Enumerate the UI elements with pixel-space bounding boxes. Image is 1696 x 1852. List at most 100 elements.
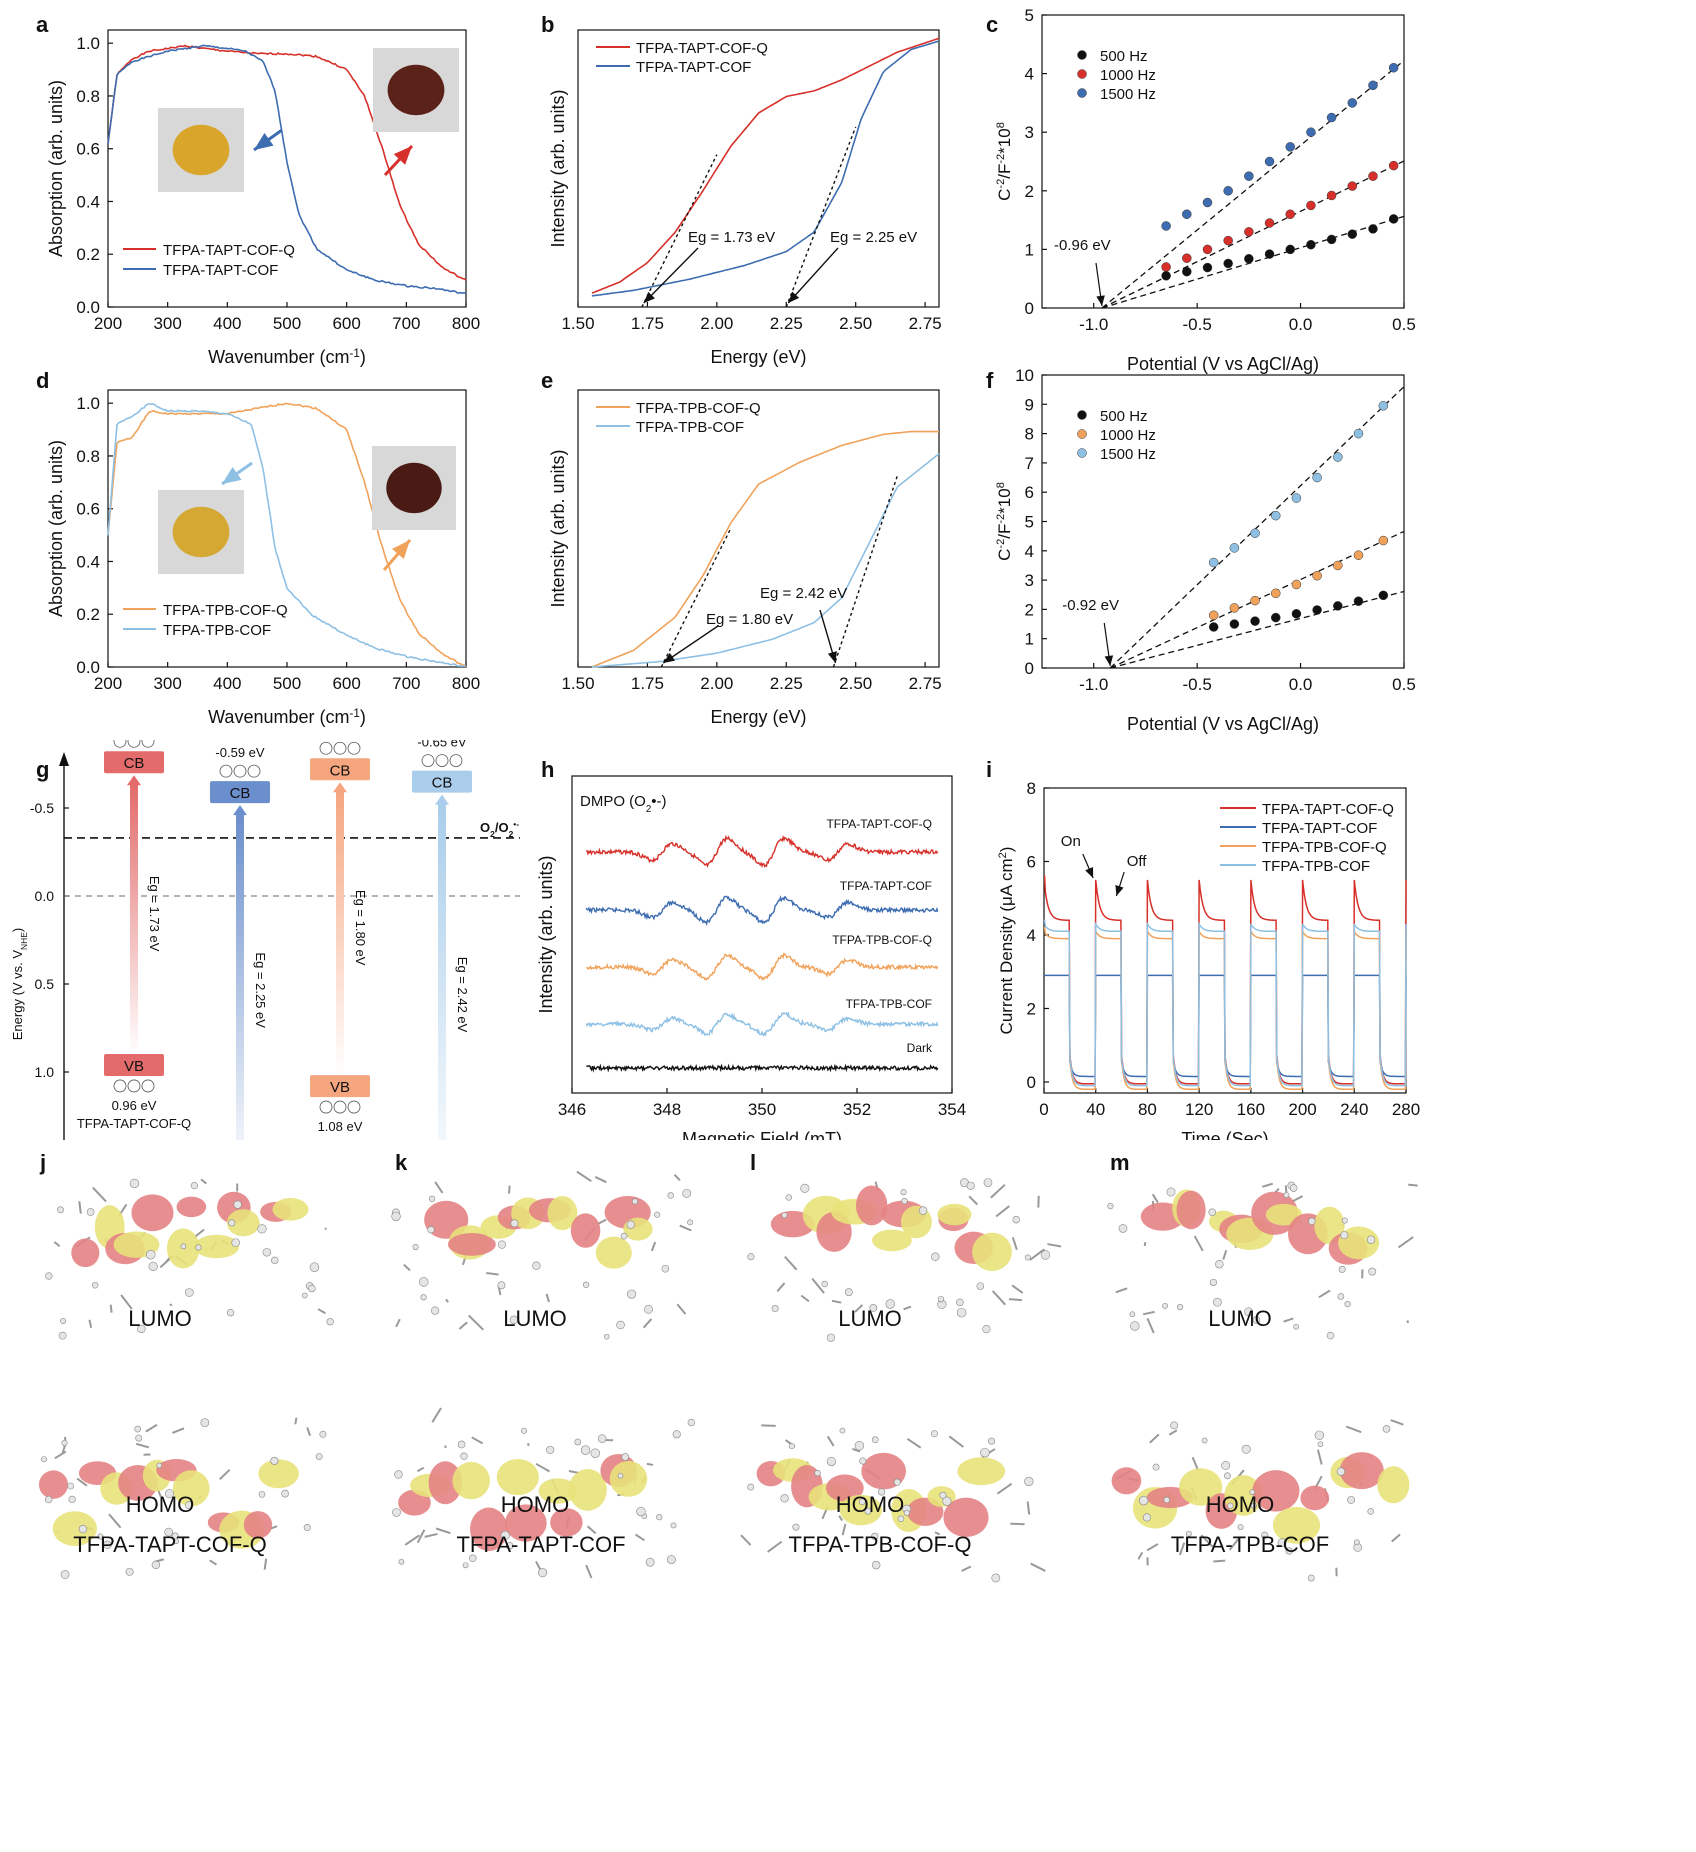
orbital-lobe: [452, 1461, 490, 1500]
bond: [169, 1303, 173, 1307]
atom: [68, 1495, 76, 1504]
y-tick-label: 4: [1025, 65, 1034, 84]
eg-arrow: [643, 247, 699, 304]
bond: [1143, 1242, 1147, 1247]
excitation-arrowhead: [127, 775, 141, 786]
atom: [185, 1501, 193, 1510]
orbital-lobe: [943, 1497, 989, 1538]
orbital-lobe: [71, 1238, 100, 1268]
atom: [1221, 1461, 1231, 1470]
atom: [281, 1489, 289, 1498]
atom: [885, 1299, 895, 1309]
bond: [78, 1201, 82, 1214]
x-tick-label: 200: [1288, 1100, 1316, 1119]
panel-f-chart: -1.0 -0.5 0.0 0.5 0 1 2 3 4 5 6 7 8 9 10 Potential (V v…: [995, 366, 1416, 734]
atom: [258, 1491, 266, 1498]
y-axis-label: Intensity (arb. units): [548, 449, 568, 607]
legend-label: TFPA-TPB-COF-Q: [636, 400, 761, 417]
orbital-lobe: [447, 1232, 496, 1256]
atom: [966, 1181, 975, 1190]
orbital-lobe: [1265, 1203, 1303, 1226]
atom: [1250, 1502, 1257, 1509]
hole-icon: [319, 1100, 333, 1114]
atom: [1012, 1215, 1020, 1224]
data-point: [1388, 160, 1399, 171]
orbital-lobe: [1314, 1206, 1345, 1245]
bond: [811, 1278, 825, 1294]
bond: [219, 1468, 231, 1481]
fit-line: [1109, 386, 1405, 669]
bond: [200, 1178, 207, 1185]
atom: [538, 1568, 548, 1578]
bond: [1391, 1533, 1401, 1543]
atom: [392, 1508, 401, 1517]
epr-trace: [586, 1063, 939, 1073]
atom: [67, 1482, 75, 1490]
atom: [1237, 1524, 1244, 1531]
legend-marker: [1077, 88, 1087, 98]
y-tick-label: 4: [1027, 926, 1036, 945]
data-point: [1388, 214, 1399, 224]
cb-label: CB: [330, 762, 351, 779]
atom: [1215, 1259, 1224, 1269]
atom: [582, 1281, 590, 1288]
atom: [687, 1219, 694, 1226]
atom: [309, 1262, 320, 1272]
orbital-lobe: [1111, 1467, 1142, 1495]
orbital-lobe: [258, 1459, 299, 1489]
cb-box: [310, 758, 370, 781]
x-tick-label: 500: [273, 674, 301, 693]
cb-label: CB: [124, 755, 145, 772]
atom: [271, 1256, 279, 1265]
data-point: [1229, 603, 1240, 613]
excitation-arrow: [336, 790, 344, 1078]
bond: [594, 1176, 607, 1184]
atom: [826, 1456, 836, 1467]
orbital-lobe: [1272, 1506, 1321, 1544]
atom: [428, 1195, 436, 1202]
bond: [995, 1205, 1010, 1218]
atom: [1382, 1425, 1391, 1433]
orbital-lobe: [496, 1458, 539, 1496]
y-tick-label: 5: [1025, 513, 1034, 532]
y-axis-label: Energy (V vs. VNHE): [10, 928, 29, 1040]
atom: [1208, 1208, 1216, 1217]
x-axis-label: Energy (eV): [710, 707, 806, 727]
data-point: [1244, 227, 1254, 237]
bond: [508, 1185, 511, 1194]
panel-e-chart: 1.50 1.75 2.00 2.25 2.50 2.75 Energy (eV) Inten…: [548, 389, 942, 727]
orbital-lobe: [609, 1461, 648, 1497]
bond: [1222, 1250, 1228, 1260]
orbital-lobe: [1252, 1470, 1300, 1512]
bond: [1408, 1183, 1418, 1187]
orbital-lobe: [538, 1478, 578, 1504]
panel-label-e: e: [541, 368, 554, 393]
atom: [497, 1281, 506, 1290]
x-tick-label: 600: [332, 674, 360, 693]
x-tick-label: 600: [332, 314, 360, 333]
legend-label: 500 Hz: [1100, 48, 1148, 65]
atom: [308, 1284, 316, 1293]
x-tick-label: 240: [1340, 1100, 1368, 1119]
bond: [1213, 1559, 1226, 1563]
x-tick-label: 346: [558, 1100, 586, 1119]
bond: [468, 1314, 485, 1331]
y-axis-label: Absorption (arb. units): [46, 80, 66, 257]
bond: [416, 1466, 425, 1473]
y-axis-label: Intensity (arb. units): [548, 89, 568, 247]
legend-marker: [1077, 50, 1087, 60]
x-axis-label: Magnetic Field (mT): [682, 1129, 842, 1140]
series-line-TFPA-TPB-COF-Q: [591, 430, 939, 668]
atom: [900, 1189, 907, 1196]
epr-trace: [586, 952, 939, 981]
atom: [1317, 1441, 1324, 1448]
bond: [776, 1282, 786, 1293]
atom: [1283, 1192, 1290, 1199]
x-tick-label: -1.0: [1079, 675, 1108, 694]
orbital-lobe: [505, 1504, 547, 1542]
atom: [497, 1240, 507, 1249]
data-point: [1347, 181, 1358, 191]
panel-a-chart: 200 300 400 500 600 700 800 0.0 0.2 0.4 0.6 0.8 1.0 W…: [46, 29, 480, 367]
lumo-label: LUMO: [128, 1306, 192, 1331]
atom: [231, 1238, 240, 1247]
